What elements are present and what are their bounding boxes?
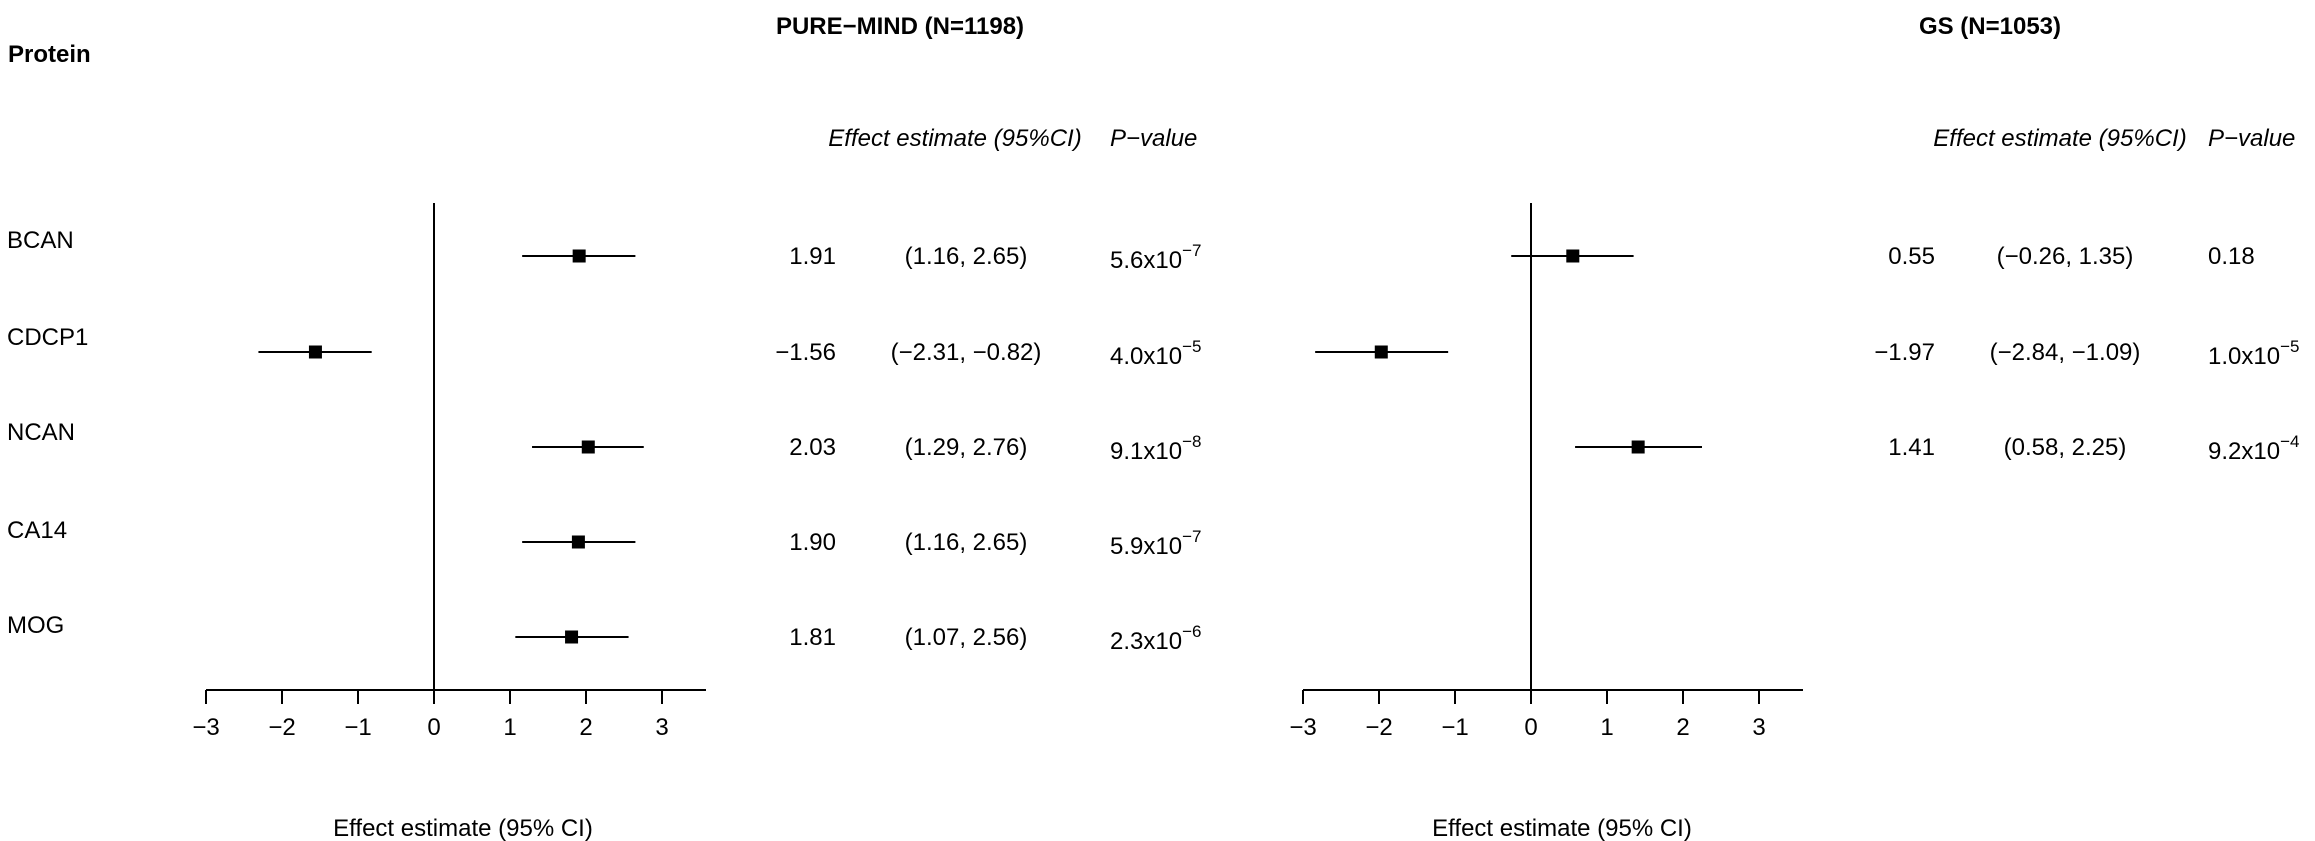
panel-2-pvalue-header: P−value [2208, 125, 2295, 152]
panel-2-x-axis-label: Effect estimate (95% CI) [1432, 815, 1692, 841]
panel-2-tick-label: 0 [1524, 714, 1537, 741]
pvalue-mantissa: 1.0x10 [2208, 343, 2280, 370]
panel-2-ci-value: (−2.84, −1.09) [1990, 339, 2141, 366]
panel-2-tick-label: 2 [1676, 714, 1689, 741]
pvalue-mantissa: 5.6x10 [1110, 247, 1182, 274]
panel-2-estimate-value: 0.55 [1888, 243, 1935, 270]
pvalue-exponent: −6 [1182, 622, 1201, 641]
pvalue-exponent: −7 [1182, 527, 1201, 546]
panel-1-estimate-value: 1.91 [789, 243, 836, 270]
protein-label-ca14: CA14 [7, 517, 67, 544]
protein-label-cdcp1: CDCP1 [7, 324, 88, 351]
panel-1-ci-value: (1.29, 2.76) [905, 434, 1028, 461]
panel-1-pvalue: 9.1x10−8 [1110, 432, 1201, 465]
pvalue-exponent: −5 [2280, 337, 2299, 356]
pvalue-mantissa: 0.18 [2208, 243, 2255, 270]
panel-1-estimate-value: −1.56 [775, 339, 836, 366]
panel-1-ci-value: (−2.31, −0.82) [891, 339, 1042, 366]
panel-1-ci-value: (1.07, 2.56) [905, 624, 1028, 651]
panel-2-tick-label: −1 [1441, 714, 1468, 741]
panel-2-estimate-point-bcan [1566, 249, 1580, 263]
panel-2-estimate-value: −1.97 [1874, 339, 1935, 366]
panel-1-ci-value: (1.16, 2.65) [905, 529, 1028, 556]
panel-1-pvalue: 2.3x10−6 [1110, 622, 1201, 655]
panel-1-estimate-value: 2.03 [789, 434, 836, 461]
panel-1-estimate-value: 1.81 [789, 624, 836, 651]
panel-1-estimate-value: 1.90 [789, 529, 836, 556]
panel-1-tick-label: −1 [344, 714, 371, 741]
panel-1-pvalue-header: P−value [1110, 125, 1197, 152]
panel-1-tick-label: 0 [427, 714, 440, 741]
panel-2-tick-label: −3 [1289, 714, 1316, 741]
pvalue-exponent: −8 [1182, 432, 1201, 451]
panel-2-estimate-value: 1.41 [1888, 434, 1935, 461]
panel-2-estimate-header: Effect estimate (95%CI) [1933, 125, 2186, 152]
panel-2-pvalue: 1.0x10−5 [2208, 337, 2299, 370]
row-header: Protein [8, 41, 91, 68]
panel-1-tick-label: 3 [655, 714, 668, 741]
panel-2-estimate-point-cdcp1 [1374, 345, 1388, 359]
panel-1-title: PURE−MIND (N=1198) [776, 13, 1024, 40]
panel-1-pvalue: 5.6x10−7 [1110, 241, 1201, 274]
panel-1-estimate-point-cdcp1 [308, 345, 322, 359]
panel-1-pvalue: 5.9x10−7 [1110, 527, 1201, 560]
panel-1-estimate-point-ca14 [571, 535, 585, 549]
panel-1-tick-label: 1 [503, 714, 516, 741]
panel-2-ci-value: (0.58, 2.25) [2004, 434, 2127, 461]
protein-label-ncan: NCAN [7, 419, 75, 446]
panel-1-tick-label: −3 [192, 714, 219, 741]
panel-1-estimate-point-mog [565, 630, 579, 644]
pvalue-exponent: −7 [1182, 241, 1201, 260]
panel-2-tick-label: −2 [1365, 714, 1392, 741]
panel-1-tick-label: −2 [268, 714, 295, 741]
panel-1-estimate-point-ncan [581, 440, 595, 454]
panel-2-estimate-point-ncan [1631, 440, 1645, 454]
panel-1-estimate-header: Effect estimate (95%CI) [828, 125, 1081, 152]
pvalue-mantissa: 9.1x10 [1110, 438, 1182, 465]
panel-2-pvalue: 9.2x10−4 [2208, 432, 2299, 465]
pvalue-mantissa: 9.2x10 [2208, 438, 2280, 465]
panel-2-ci-value: (−0.26, 1.35) [1997, 243, 2134, 270]
pvalue-mantissa: 5.9x10 [1110, 533, 1182, 560]
panel-1-estimate-point-bcan [572, 249, 586, 263]
panel-2-pvalue: 0.18 [2208, 243, 2255, 270]
panel-2-title: GS (N=1053) [1919, 13, 2061, 40]
panel-1-pvalue: 4.0x10−5 [1110, 337, 1201, 370]
pvalue-mantissa: 2.3x10 [1110, 628, 1182, 655]
pvalue-exponent: −5 [1182, 337, 1201, 356]
panel-1-x-axis-label: Effect estimate (95% CI) [333, 815, 593, 841]
panel-1-tick-label: 2 [579, 714, 592, 741]
pvalue-exponent: −4 [2280, 432, 2299, 451]
pvalue-mantissa: 4.0x10 [1110, 343, 1182, 370]
panel-2-tick-label: 1 [1600, 714, 1613, 741]
panel-2-tick-label: 3 [1752, 714, 1765, 741]
protein-label-bcan: BCAN [7, 227, 74, 254]
panel-1-ci-value: (1.16, 2.65) [905, 243, 1028, 270]
protein-label-mog: MOG [7, 612, 64, 639]
